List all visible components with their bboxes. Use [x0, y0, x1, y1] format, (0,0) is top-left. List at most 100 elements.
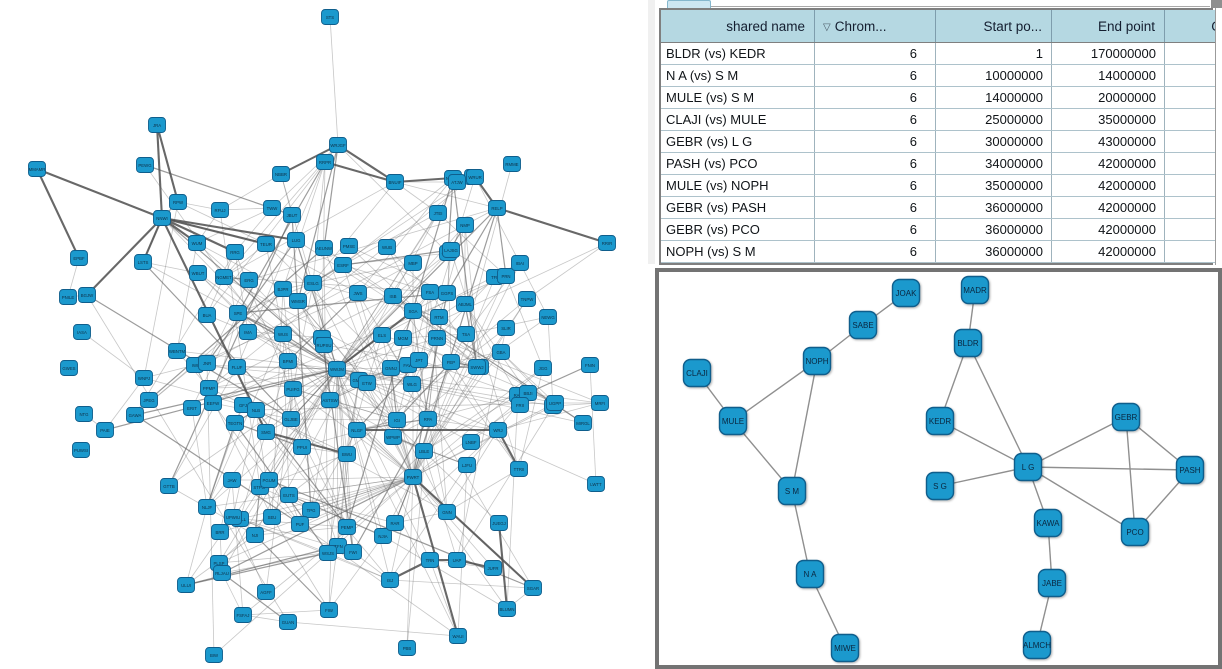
table-row[interactable]: GEBR (vs) PCO636000000420000008.4 [661, 218, 1222, 241]
large-network-view-panel[interactable]: STSJRAPEWGWRJGFRRPRNBBRBNUIFNFBEASEERMME… [0, 0, 648, 669]
network-node-miwe[interactable]: MIWE [830, 633, 860, 663]
network-node[interactable]: FSA [421, 284, 439, 300]
network-node[interactable]: NLJF [198, 499, 216, 515]
table-row[interactable]: MULE (vs) NOPH6350000004200000010.5 [661, 174, 1222, 197]
network-node[interactable]: GTTB [160, 478, 178, 494]
network-node[interactable]: FWI [344, 544, 362, 560]
table-row[interactable]: PASH (vs) PCO6340000004200000011.4 [661, 152, 1222, 175]
network-node[interactable]: WUB [378, 239, 396, 255]
network-node[interactable]: BRR [211, 524, 229, 540]
table-row[interactable]: GEBR (vs) L G6300000004300000016.9 [661, 130, 1222, 153]
network-node[interactable]: JUEGJ [490, 515, 508, 531]
network-node[interactable]: JGG [534, 360, 552, 376]
network-node[interactable]: WSJS [319, 545, 337, 561]
network-node-gebr[interactable]: GEBR [1111, 402, 1141, 432]
network-node[interactable]: PPUI [293, 439, 311, 455]
network-node[interactable]: GBA [492, 344, 510, 360]
network-node[interactable]: UPWIU [224, 509, 242, 525]
network-node[interactable]: PRNN [428, 330, 446, 346]
network-node[interactable]: ESRF [334, 257, 352, 273]
network-node[interactable]: MIRGL [574, 415, 592, 431]
network-node[interactable]: GNN [438, 504, 456, 520]
network-node-jabe[interactable]: JABE [1037, 568, 1067, 598]
network-node[interactable]: MRFI [591, 395, 609, 411]
network-node[interactable]: PWRT [404, 469, 422, 485]
network-node[interactable]: JBUT [283, 207, 301, 223]
network-node[interactable]: PAIE [96, 422, 114, 438]
network-node[interactable]: TRN [421, 552, 439, 568]
network-node[interactable]: BJPR [274, 281, 292, 297]
network-node[interactable]: FLUF [228, 359, 246, 375]
network-node[interactable]: PUIFG [284, 381, 302, 397]
network-node[interactable]: JPEG [140, 392, 158, 408]
network-node[interactable]: WRUR [466, 169, 484, 185]
network-node[interactable]: EPBF [70, 250, 88, 266]
network-node[interactable]: TEGTN [226, 415, 244, 431]
network-node[interactable]: TTRII [510, 461, 528, 477]
network-node[interactable]: BPMI [279, 353, 297, 369]
column-header-end-point[interactable]: End point [1051, 10, 1165, 43]
network-node[interactable]: EUTS [280, 487, 298, 503]
network-node[interactable]: TNPW [518, 291, 536, 307]
network-node[interactable]: SWWJ [468, 359, 486, 375]
network-node[interactable]: ELS [373, 327, 391, 343]
network-node[interactable]: RPA [419, 411, 437, 427]
network-node[interactable]: ERIT [183, 400, 201, 416]
network-node[interactable]: BIW [205, 647, 223, 663]
network-node[interactable]: AGFF [257, 584, 275, 600]
network-node-s-m[interactable]: S M [777, 476, 807, 506]
network-node[interactable]: FNIN [581, 357, 599, 373]
network-node[interactable]: PBB [398, 640, 416, 656]
network-node-claji[interactable]: CLAJI [682, 358, 712, 388]
network-node[interactable]: BNUIF [386, 174, 404, 190]
network-node[interactable]: RMME [503, 156, 521, 172]
network-node[interactable]: PEMP [338, 519, 356, 535]
network-node[interactable]: ISB [384, 288, 402, 304]
table-scrollbar-track[interactable] [1215, 8, 1222, 265]
network-node[interactable]: ULUI [177, 577, 195, 593]
network-node[interactable]: GNNJ [382, 360, 400, 376]
network-node[interactable]: MGM [394, 330, 412, 346]
network-node[interactable]: EEFW [204, 395, 222, 411]
network-node[interactable]: WMSR [289, 293, 307, 309]
network-node[interactable]: PRN [497, 268, 515, 284]
network-node-joak[interactable]: JOAK [891, 278, 921, 308]
network-node[interactable]: NGMET [215, 269, 233, 285]
network-node[interactable]: RPW [169, 194, 187, 210]
network-node[interactable]: WUM [188, 235, 206, 251]
network-node[interactable]: BLUMN [498, 601, 516, 617]
network-node[interactable]: LSTS [134, 254, 152, 270]
network-node[interactable]: FSFAJ [234, 607, 252, 623]
network-node[interactable]: PMSE [340, 238, 358, 254]
network-node[interactable]: IBAI [511, 255, 529, 271]
large-network-canvas[interactable]: STSJRAPEWGWRJGFRRPRNBBRBNUIFNFBEASEERMME… [0, 0, 648, 669]
network-node[interactable]: FEP [442, 354, 460, 370]
network-node[interactable]: BGJW [78, 287, 96, 303]
network-node[interactable]: JUFR [484, 560, 502, 576]
network-node-pash[interactable]: PASH [1175, 455, 1205, 485]
table-row[interactable]: GEBR (vs) PASH636000000420000008.9 [661, 196, 1222, 219]
network-node[interactable]: JWS [349, 285, 367, 301]
network-node[interactable]: PUWSI [72, 442, 90, 458]
network-node[interactable]: PGUM [260, 472, 278, 488]
network-node-s-g[interactable]: S G [925, 471, 955, 501]
network-node[interactable]: TEUR [257, 236, 275, 252]
network-node[interactable]: GGPS [438, 285, 456, 301]
network-node[interactable]: IASA [73, 324, 91, 340]
table-row[interactable]: MULE (vs) S M614000000200000007.5 [661, 86, 1222, 109]
network-node[interactable]: IGI [388, 412, 406, 428]
network-node[interactable]: NJI [246, 527, 264, 543]
network-node[interactable]: SGAR [524, 580, 542, 596]
network-node[interactable]: WPWP [384, 429, 402, 445]
network-node[interactable]: ESLG [304, 275, 322, 291]
network-node[interactable]: LWTT [587, 476, 605, 492]
network-node-bldr[interactable]: BLDR [953, 328, 983, 358]
network-node[interactable]: JPT [410, 352, 428, 368]
network-node[interactable]: SPE [229, 305, 247, 321]
network-node[interactable]: TWW [263, 200, 281, 216]
network-node[interactable]: STS [321, 9, 339, 25]
table-row[interactable]: N A (vs) S M610000000140000006.6 [661, 64, 1222, 87]
network-node[interactable]: NLGF [348, 422, 366, 438]
network-node[interactable]: ABJML [456, 296, 474, 312]
filter-icon[interactable]: ▽ [823, 21, 831, 33]
